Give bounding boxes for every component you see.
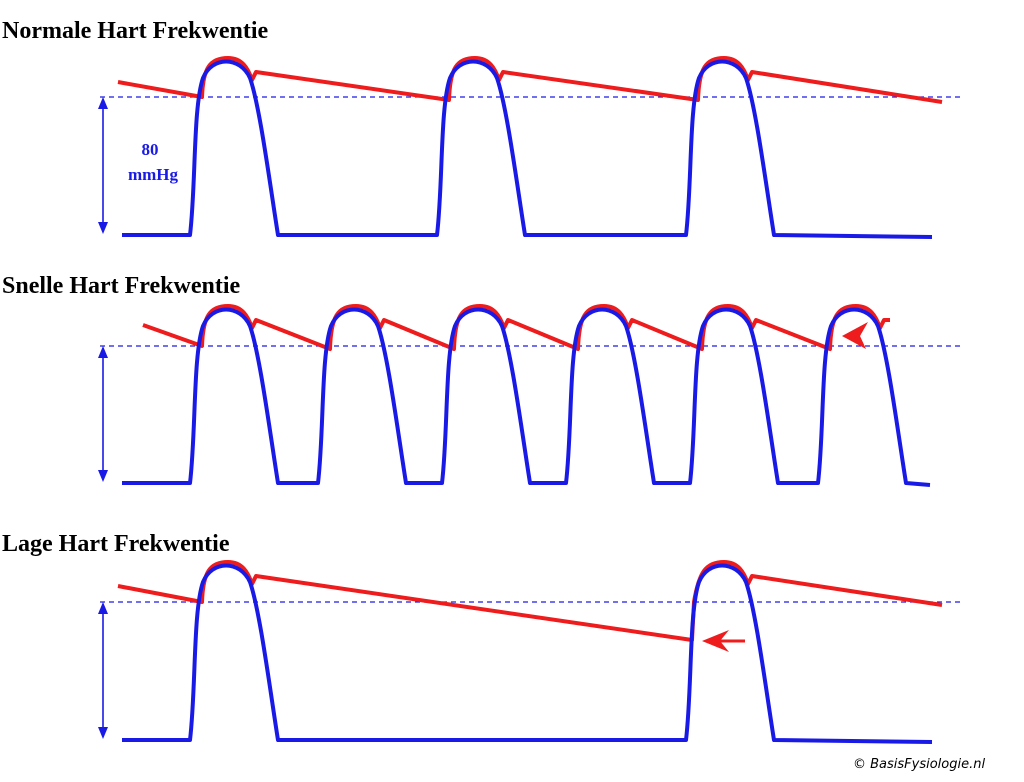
panel-title: Lage Hart Frekwentie xyxy=(2,531,230,557)
blue-pressure-trace xyxy=(122,563,933,744)
copyright: © BasisFysiologie.nl xyxy=(853,757,985,772)
pressure-value: 80 xyxy=(142,140,159,159)
red-pressure-trace xyxy=(142,304,890,351)
blue-pressure-trace xyxy=(122,307,931,487)
pressure-unit: mmHg xyxy=(128,165,179,184)
arrow-head xyxy=(842,322,868,349)
panel-title: Normale Hart Frekwentie xyxy=(2,18,268,44)
panel-title: Snelle Hart Frekwentie xyxy=(2,273,241,299)
arrow-head xyxy=(702,630,729,652)
red-pressure-trace xyxy=(117,560,943,642)
blue-pressure-trace xyxy=(122,59,933,239)
red-pressure-trace xyxy=(117,56,943,104)
